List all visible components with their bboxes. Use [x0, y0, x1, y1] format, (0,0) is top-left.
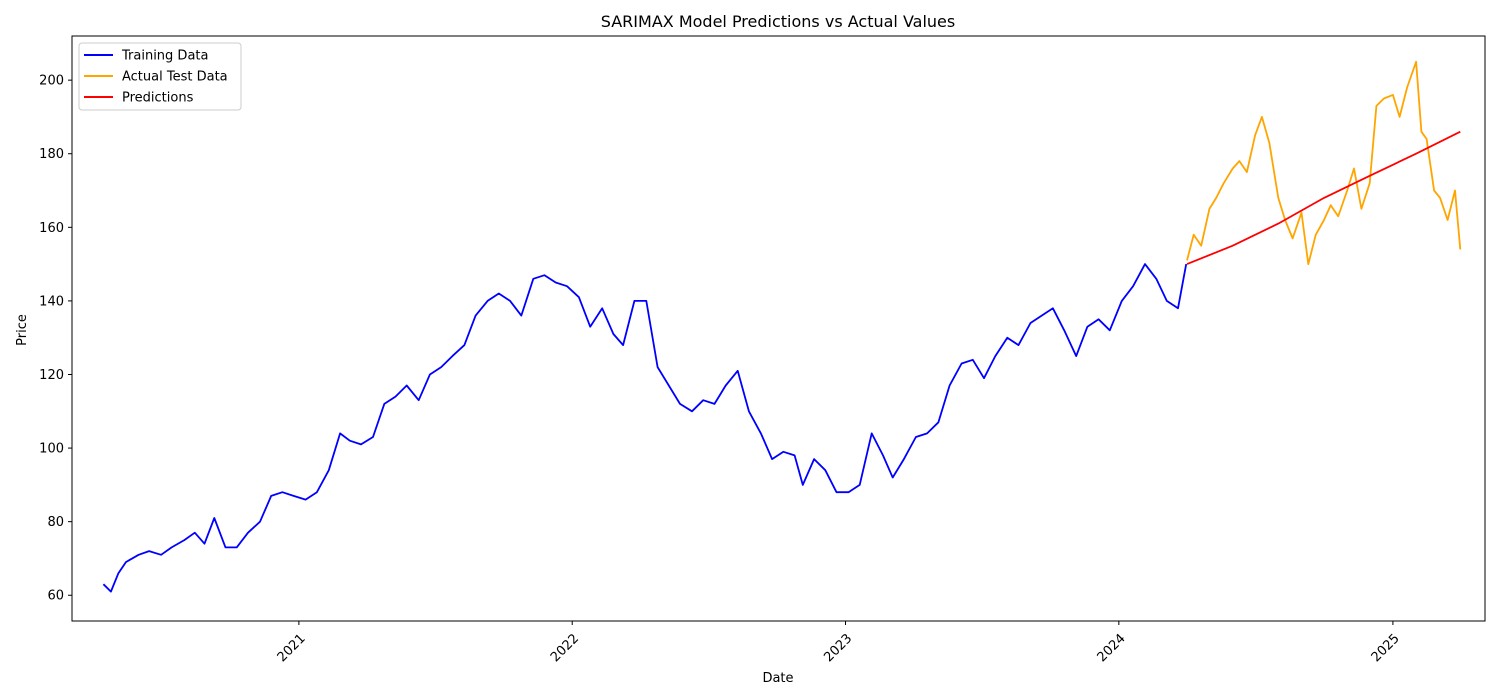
y-tick-label: 100: [39, 442, 64, 457]
y-axis-title: Price: [15, 314, 30, 346]
legend: Training Data Actual Test Data Predictions: [78, 42, 242, 111]
series-lines: [102, 60, 1462, 593]
x-axis-title: Date: [762, 671, 793, 686]
y-tick-label: 60: [47, 589, 64, 604]
x-tick-label: 2022: [548, 631, 582, 665]
legend-label-2: Predictions: [122, 91, 194, 106]
plot-frame: [71, 35, 1486, 622]
legend-label-0: Training Data: [121, 49, 208, 64]
y-tick-label: 200: [39, 74, 64, 89]
chart-title: SARIMAX Model Predictions vs Actual Valu…: [601, 12, 955, 31]
x-tick-label: 2025: [1369, 631, 1403, 665]
y-tick-label: 80: [47, 515, 64, 530]
y-tick-label: 180: [39, 147, 64, 162]
y-axis: 60 80 100 120 140 160 180 200: [39, 74, 72, 604]
y-tick-label: 160: [39, 221, 64, 236]
x-tick-label: 2021: [275, 631, 309, 665]
y-tick-label: 140: [39, 294, 64, 309]
legend-label-1: Actual Test Data: [122, 70, 228, 85]
x-tick-label: 2024: [1095, 631, 1129, 665]
legend-frame: [78, 42, 242, 111]
series-line-2: [1186, 130, 1461, 265]
series-line-1: [1186, 60, 1462, 266]
x-axis: 2021 2022 2023 2024 2025: [275, 621, 1403, 665]
x-tick-label: 2023: [821, 631, 855, 665]
series-line-0: [102, 263, 1188, 593]
y-tick-label: 120: [39, 368, 64, 383]
